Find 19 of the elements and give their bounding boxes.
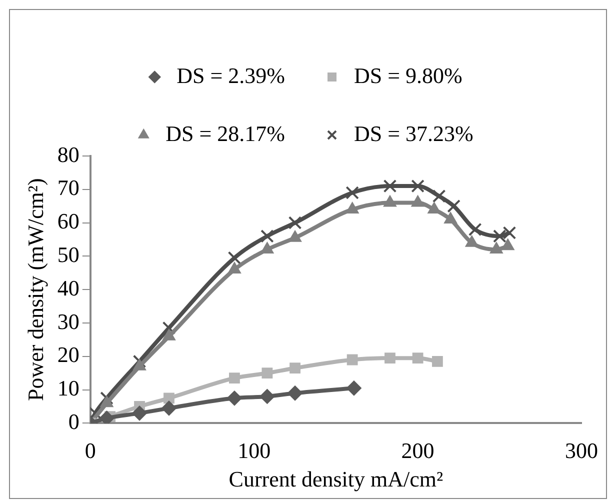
y-tick-label: 70 — [57, 175, 80, 200]
x-tick-label: 200 — [401, 438, 434, 464]
legend-label: DS = 37.23% — [354, 120, 474, 146]
legend-label: DS = 9.80% — [354, 62, 462, 88]
y-tick-label: 20 — [57, 342, 80, 368]
x-tick-label: 100 — [238, 438, 271, 464]
y-tick-label: 40 — [57, 275, 80, 300]
y-tick-label: 60 — [57, 208, 80, 234]
y-tick-label: 30 — [57, 308, 80, 334]
legend-label: DS = 28.17% — [166, 120, 286, 146]
legend-label: DS = 2.39% — [176, 62, 286, 88]
y-axis-title: Power density (mW/cm²) — [22, 178, 48, 402]
y-tick-label: 10 — [57, 376, 80, 401]
y-tick-label: 50 — [57, 242, 80, 267]
x-tick-label: 0 — [84, 438, 96, 464]
y-tick-label: 0 — [68, 408, 80, 434]
y-tick-label: 80 — [57, 142, 80, 167]
x-tick-label: 300 — [565, 438, 598, 464]
x-axis-title: Current density mA/cm² — [228, 466, 444, 492]
